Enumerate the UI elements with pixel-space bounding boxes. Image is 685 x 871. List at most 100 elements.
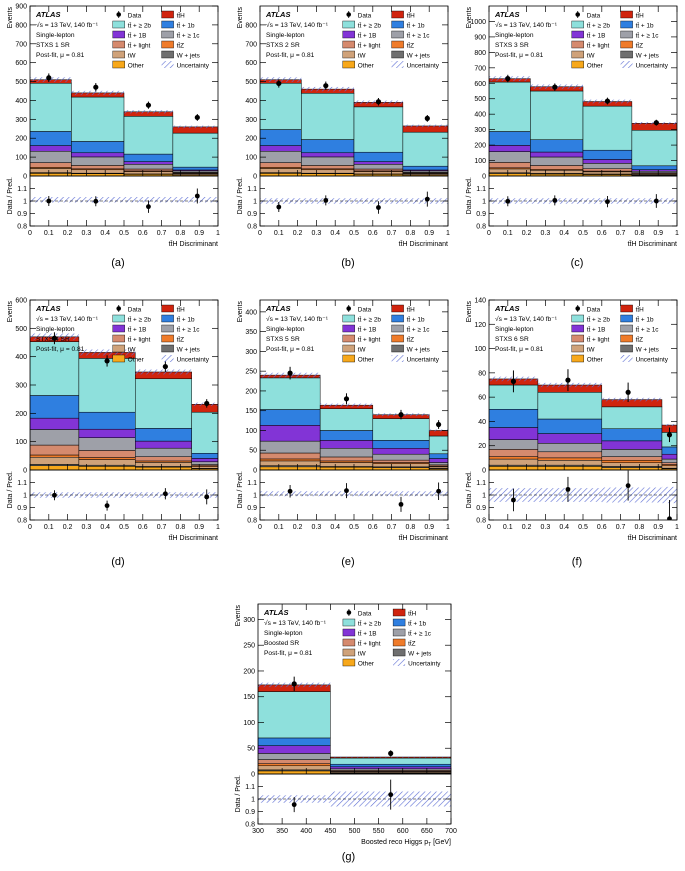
- stack-bar-tt1c: [123, 164, 174, 170]
- stack-bar-ttb: [78, 358, 136, 413]
- stack-bar-tt1c: [530, 156, 584, 166]
- y-tick-label: 0: [253, 174, 257, 181]
- x-tick-label: 0.4: [330, 524, 340, 531]
- y-tick-label: 600: [474, 81, 486, 88]
- uncertainty-band: [537, 382, 602, 388]
- legend-label-ttlight: tt̄ + light: [358, 42, 381, 50]
- stack-bar-tt1c: [489, 151, 531, 163]
- data-point: [46, 75, 52, 81]
- x-tick-label: 0.6: [368, 524, 378, 531]
- legend-data-marker: [116, 306, 122, 311]
- legend-label-ttZ: tt̄Z: [177, 336, 185, 344]
- x-tick-label: 0.7: [616, 230, 626, 237]
- legend-label-ttZ: tt̄Z: [636, 336, 644, 344]
- legend-label-tt1c: tt̄ + ≥ 1c: [177, 326, 201, 334]
- x-tick-label: 0.3: [82, 230, 92, 237]
- x-tick-label: 0.4: [559, 524, 569, 531]
- y-tick-label: 120: [474, 322, 486, 329]
- legend-label-uncertainty: Uncertainty: [177, 63, 210, 70]
- legend-label-data: Data: [358, 611, 372, 618]
- stack-bar-ttb: [123, 116, 174, 155]
- y-tick-label: 400: [15, 98, 27, 105]
- legend-data-marker: [346, 306, 352, 311]
- x-tick-label: 0.8: [176, 230, 186, 237]
- legend-label-ttH: tt̄H: [177, 12, 186, 20]
- stack-bar-tt1b: [260, 409, 321, 426]
- stack-bar-ttB: [301, 152, 355, 158]
- x-tick-label: 0.3: [541, 230, 551, 237]
- channel-label: Single-lepton: [266, 326, 305, 333]
- data-point: [666, 432, 673, 438]
- legend-label-tt1b: tt̄ + 1b: [636, 316, 654, 324]
- stack-bar-ttb: [372, 418, 430, 441]
- legend-swatch-other: [342, 658, 356, 667]
- legend-swatch-tt1b: [391, 314, 404, 323]
- legend-swatch-ttb: [342, 618, 356, 627]
- legend-label-tt1c: tt̄ + ≥ 1c: [636, 326, 660, 334]
- stack-bar-tt1c: [601, 449, 663, 457]
- data-point: [625, 389, 631, 395]
- x-tick-label: 700: [445, 828, 457, 835]
- legend-label-ttB: tt̄ + 1B: [128, 326, 147, 334]
- channel-label: Single-lepton: [495, 32, 534, 39]
- legend-swatch-ttZ: [620, 40, 633, 49]
- legend-data-marker: [346, 12, 352, 17]
- stack-bar-tt1c: [537, 443, 603, 453]
- energy-label: √s = 13 TeV, 140 fb⁻¹: [495, 21, 558, 29]
- region-label: Boosted SR: [264, 640, 299, 647]
- x-tick-label: 0.3: [312, 230, 322, 237]
- stack-bar-ttb: [601, 406, 663, 429]
- stack-bar-tt1c: [30, 151, 72, 163]
- stack-bar-ttB: [330, 766, 451, 770]
- data-point: [653, 120, 659, 126]
- atlas-label: ATLAS: [263, 608, 288, 617]
- stack-bar-ttB: [428, 458, 448, 463]
- legend-label-ttH: tt̄H: [636, 306, 645, 314]
- stacked-histogram: [30, 333, 218, 470]
- uncertainty-band: [172, 125, 218, 129]
- y-tick-label: 800: [245, 22, 257, 29]
- energy-label: √s = 13 TeV, 140 fb⁻¹: [495, 315, 558, 323]
- x-tick-label: 0.9: [424, 524, 434, 531]
- data-point: [323, 83, 329, 89]
- y-tick-label: 100: [15, 439, 27, 446]
- legend-label-data: Data: [358, 307, 372, 314]
- legend-swatch-ttZ: [392, 638, 406, 647]
- y-tick-label: 200: [474, 143, 486, 150]
- stack-bar-tt1b: [402, 165, 448, 171]
- fit-label: Post-fit, μ = 0.81: [495, 346, 544, 353]
- y-tick-label: 250: [245, 369, 257, 376]
- stack-bar-tt1c: [191, 461, 218, 465]
- legend-label-tW: tW: [128, 53, 137, 60]
- stack-bar-tt1b: [258, 737, 331, 746]
- data-point: [287, 370, 293, 376]
- x-tick-label: 0.6: [597, 524, 607, 531]
- legend-label-ttb: tt̄ + ≥ 2b: [128, 316, 152, 324]
- legend-label-ttlight: tt̄ + light: [358, 336, 381, 344]
- region-label: STXS 2 SR: [266, 42, 300, 49]
- x-tick-label: 0.9: [194, 524, 204, 531]
- legend-label-other: Other: [587, 63, 604, 70]
- ratio-point: [104, 503, 110, 509]
- x-tick-label: 0.6: [138, 524, 148, 531]
- legend-swatch-tt1c: [392, 628, 406, 637]
- legend-label-ttlight: tt̄ + light: [128, 336, 151, 344]
- uncertainty-band: [330, 756, 451, 758]
- y-tick-label: 100: [474, 158, 486, 165]
- stacked-histogram: [258, 682, 451, 774]
- energy-label: √s = 13 TeV, 140 fb⁻¹: [266, 21, 329, 29]
- x-tick-label: 1: [216, 524, 220, 531]
- stack-bar-ttB: [372, 448, 430, 455]
- stack-bar-tW: [661, 465, 677, 469]
- legend-label-wjets: W + jets: [177, 347, 200, 354]
- x-tick-label: 0.8: [406, 524, 416, 531]
- ratio-point: [162, 491, 168, 497]
- legend-swatch-tt1b: [391, 20, 404, 29]
- y-tick-label: 900: [474, 34, 486, 41]
- legend-swatch-ttb: [571, 20, 584, 29]
- legend-swatch-uncertainty: [620, 355, 633, 362]
- fit-label: Post-fit, μ = 0.81: [495, 52, 544, 59]
